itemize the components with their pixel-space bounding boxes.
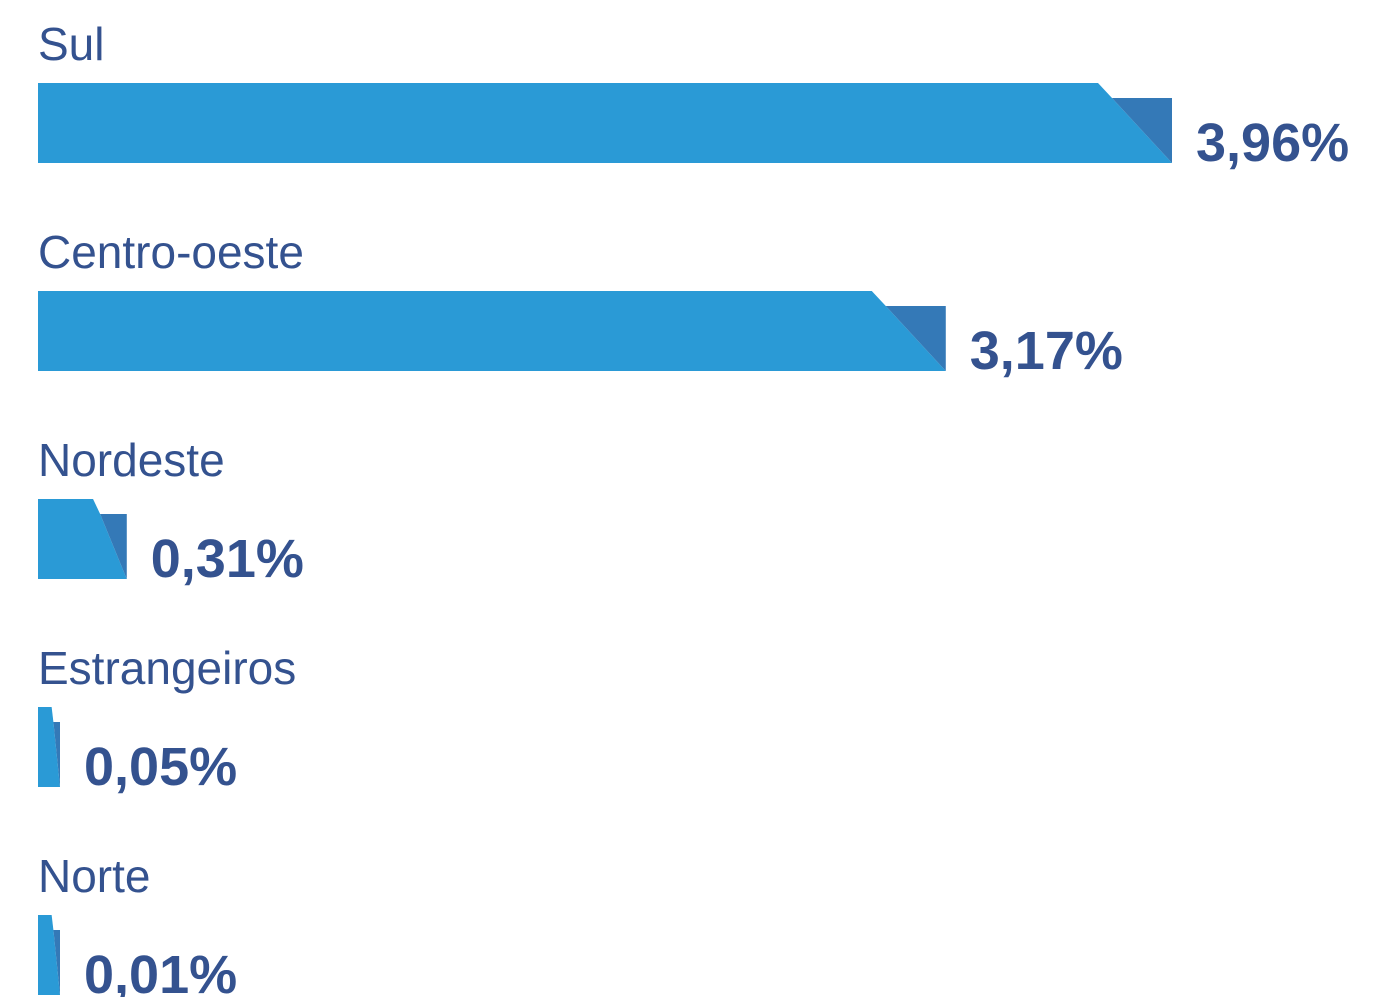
value-label: 0,31% (151, 529, 304, 589)
bar-face (38, 499, 127, 579)
bar-face (38, 915, 60, 995)
value-label: 0,05% (84, 737, 237, 797)
bar (38, 915, 60, 995)
bar (38, 707, 60, 787)
category-label: Centro-oeste (38, 226, 304, 278)
category-label: Norte (38, 850, 150, 902)
value-label: 3,96% (1196, 113, 1349, 173)
category-label: Nordeste (38, 434, 225, 486)
category-label: Estrangeiros (38, 642, 296, 694)
bar-fold (53, 722, 60, 787)
bar (38, 499, 127, 579)
bar-fold (1112, 98, 1172, 163)
bar-fold (885, 306, 946, 371)
category-label: Sul (38, 18, 104, 70)
bar-face (38, 83, 1172, 163)
value-label: 0,01% (84, 945, 237, 997)
bar-face (38, 707, 60, 787)
value-label: 3,17% (970, 321, 1123, 381)
bar-fold (53, 930, 60, 995)
bar-face (38, 291, 946, 371)
bar-fold (100, 514, 127, 579)
bar (38, 291, 946, 371)
bar (38, 83, 1172, 163)
